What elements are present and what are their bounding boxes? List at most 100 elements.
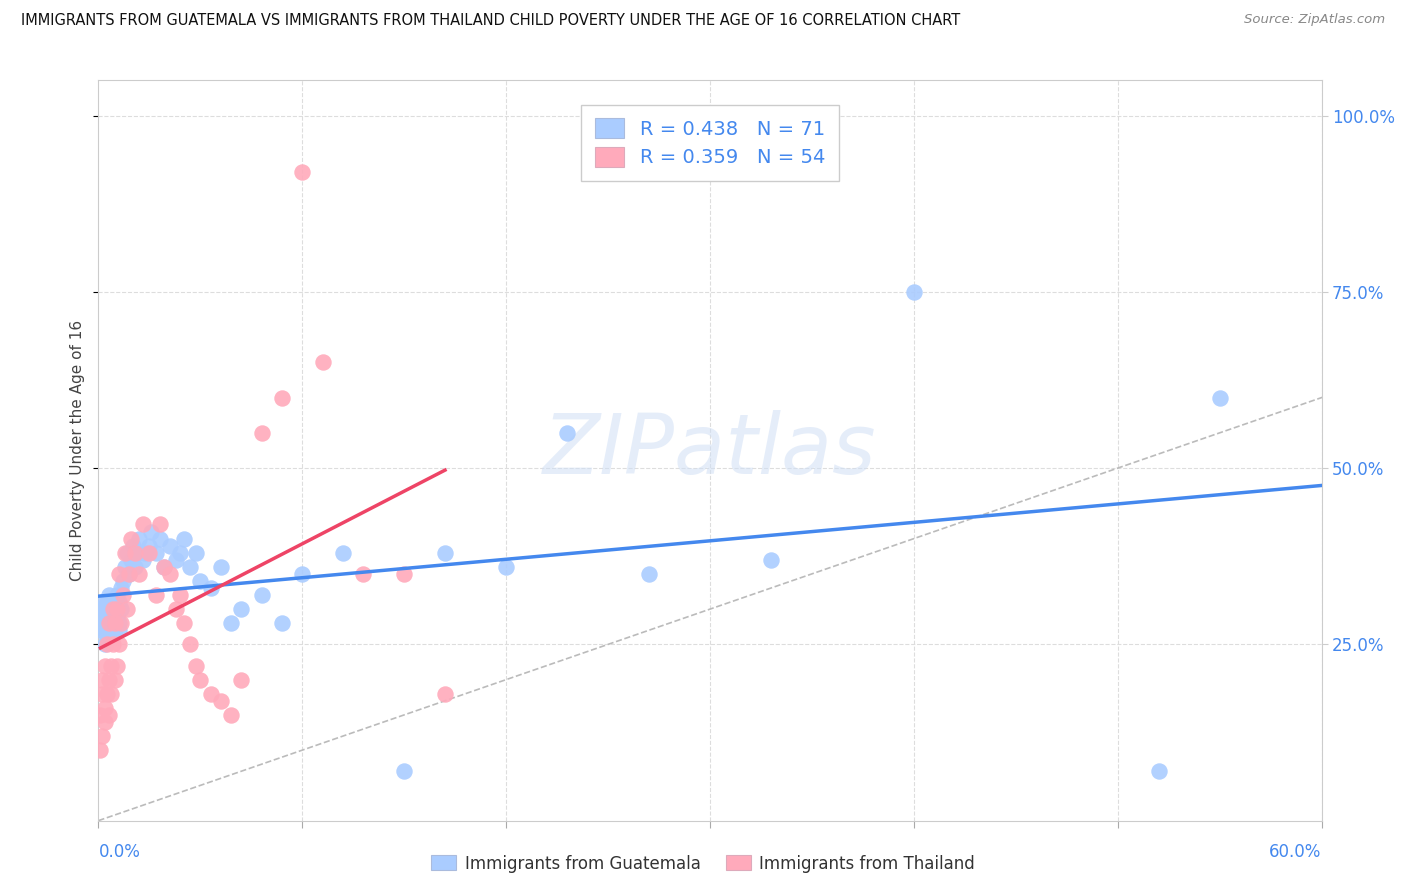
Point	[128, 566, 150, 581]
Point	[108, 566, 131, 581]
Point	[114, 559, 136, 574]
Text: 60.0%: 60.0%	[1270, 843, 1322, 861]
Point	[128, 532, 150, 546]
Point	[101, 595, 124, 609]
Point	[138, 539, 160, 553]
Point	[101, 602, 124, 616]
Point	[108, 616, 131, 631]
Point	[100, 624, 122, 638]
Point	[104, 673, 127, 687]
Point	[392, 764, 416, 779]
Point	[101, 637, 124, 651]
Text: ZIPatlas: ZIPatlas	[543, 410, 877, 491]
Point	[557, 425, 579, 440]
Point	[270, 391, 292, 405]
Point	[97, 673, 120, 687]
Point	[134, 546, 156, 560]
Point	[433, 687, 456, 701]
Point	[110, 602, 132, 616]
Point	[759, 553, 782, 567]
Point	[169, 588, 191, 602]
Point	[291, 566, 314, 581]
Point	[638, 566, 661, 581]
Point	[96, 687, 118, 701]
Point	[89, 743, 111, 757]
Point	[89, 707, 111, 722]
Point	[145, 588, 167, 602]
Point	[124, 559, 146, 574]
Point	[114, 546, 136, 560]
Point	[250, 588, 273, 602]
Point	[219, 707, 242, 722]
Point	[97, 624, 120, 638]
Text: IMMIGRANTS FROM GUATEMALA VS IMMIGRANTS FROM THAILAND CHILD POVERTY UNDER THE AG: IMMIGRANTS FROM GUATEMALA VS IMMIGRANTS …	[21, 13, 960, 29]
Point	[311, 355, 335, 369]
Point	[200, 581, 222, 595]
Point	[179, 559, 201, 574]
Point	[903, 285, 925, 299]
Point	[173, 532, 195, 546]
Point	[96, 609, 118, 624]
Point	[231, 602, 253, 616]
Point	[118, 566, 141, 581]
Point	[188, 673, 212, 687]
Point	[91, 609, 114, 624]
Legend: R = 0.438   N = 71, R = 0.359   N = 54: R = 0.438 N = 71, R = 0.359 N = 54	[581, 104, 839, 181]
Point	[149, 517, 172, 532]
Point	[93, 714, 115, 729]
Point	[104, 602, 127, 616]
Point	[100, 687, 122, 701]
Point	[105, 588, 128, 602]
Point	[93, 701, 115, 715]
Point	[152, 559, 174, 574]
Point	[93, 637, 115, 651]
Point	[188, 574, 212, 588]
Point	[111, 588, 134, 602]
Point	[209, 694, 232, 708]
Point	[115, 546, 138, 560]
Point	[392, 566, 416, 581]
Point	[120, 553, 142, 567]
Point	[145, 546, 167, 560]
Point	[159, 539, 181, 553]
Point	[105, 609, 128, 624]
Point	[93, 624, 115, 638]
Point	[96, 630, 118, 644]
Point	[100, 602, 122, 616]
Point	[100, 616, 122, 631]
Point	[118, 566, 141, 581]
Point	[495, 559, 517, 574]
Point	[291, 165, 314, 179]
Point	[97, 602, 120, 616]
Point	[89, 602, 111, 616]
Point	[165, 602, 187, 616]
Point	[270, 616, 292, 631]
Point	[186, 658, 208, 673]
Point	[186, 546, 208, 560]
Point	[138, 546, 160, 560]
Legend: Immigrants from Guatemala, Immigrants from Thailand: Immigrants from Guatemala, Immigrants fr…	[425, 848, 981, 880]
Point	[96, 616, 118, 631]
Point	[97, 707, 120, 722]
Point	[159, 566, 181, 581]
Point	[219, 616, 242, 631]
Point	[165, 553, 187, 567]
Point	[96, 637, 118, 651]
Point	[91, 673, 114, 687]
Point	[97, 616, 120, 631]
Point	[105, 658, 128, 673]
Point	[433, 546, 456, 560]
Point	[179, 637, 201, 651]
Text: Source: ZipAtlas.com: Source: ZipAtlas.com	[1244, 13, 1385, 27]
Point	[149, 532, 172, 546]
Point	[209, 559, 232, 574]
Point	[105, 602, 128, 616]
Point	[110, 616, 132, 631]
Point	[132, 553, 155, 567]
Point	[93, 602, 115, 616]
Point	[97, 588, 120, 602]
Point	[352, 566, 374, 581]
Point	[332, 546, 354, 560]
Point	[141, 524, 163, 539]
Point	[91, 616, 114, 631]
